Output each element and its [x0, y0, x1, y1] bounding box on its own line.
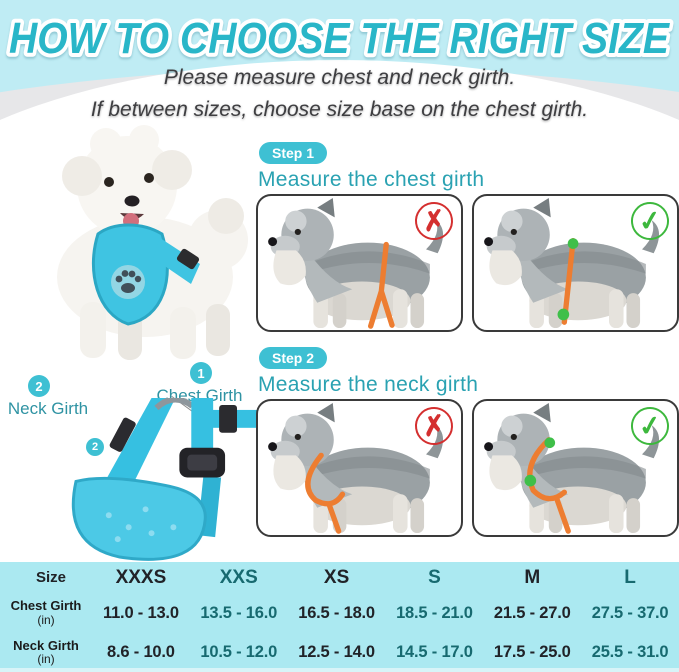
dog-photo-step2-right: [484, 402, 660, 534]
chest-girth-row-unit: (in): [37, 612, 55, 627]
neck-girth-number-badge: 2: [28, 375, 50, 397]
size-column-m: M: [524, 566, 541, 588]
neck-value-xxs: 10.5 - 12.0: [200, 643, 278, 661]
table-bottom-strip: [0, 668, 679, 672]
dog-photo-step1-right: [484, 197, 660, 329]
chest-value-m: 21.5 - 27.0: [493, 603, 571, 622]
neck-value-l: 25.5 - 31.0: [591, 643, 669, 661]
neck-value-s: 14.5 - 17.0: [396, 643, 473, 661]
neck-girth-row-title: Neck Girth: [13, 637, 79, 653]
page-title: HOW TO CHOOSE THE RIGHT SIZE: [9, 14, 670, 63]
neck-value-xxxs: 8.6 - 10.0: [107, 643, 175, 661]
step1-badge: Step 1: [259, 142, 328, 164]
chest-value-s: 18.5 - 21.0: [396, 603, 473, 622]
page-title-graphic: HOW TO CHOOSE THE RIGHT SIZE: [5, 10, 674, 67]
chest-value-l: 27.5 - 37.0: [591, 603, 669, 622]
step2-heading: Measure the neck girth: [258, 373, 479, 396]
chest-girth-number-badge: 1: [190, 362, 212, 384]
neck-value-xs: 12.5 - 14.0: [298, 643, 375, 661]
step2-badge: Step 2: [259, 347, 328, 369]
harness-product-photo: [71, 398, 258, 561]
dog-photo-step2-wrong: [268, 402, 444, 534]
size-table: Size XXXS XXS XS S M L Chest Girth (in) …: [0, 562, 679, 672]
step1-heading: Measure the chest girth: [258, 168, 485, 191]
subtitle-line-2: If between sizes, choose size base on th…: [90, 98, 589, 121]
step1-cards: ✗: [256, 194, 679, 332]
step1-wrong-card: ✗: [256, 194, 463, 332]
size-column-xs: XS: [323, 566, 350, 588]
dog-photo-step1-wrong: [268, 197, 444, 329]
size-column-xxs: XXS: [219, 566, 258, 588]
chest-value-xs: 16.5 - 18.0: [298, 603, 375, 622]
dog-wearing-harness-photo: [57, 125, 248, 360]
step1-right-card: ✓: [472, 194, 679, 332]
chest-girth-row-label: Chest Girth (in): [0, 598, 92, 627]
neck-strap-marker: 2: [86, 438, 104, 456]
neck-girth-label: Neck Girth: [7, 399, 89, 418]
neck-value-m: 17.5 - 25.0: [493, 643, 571, 661]
step2-cards: ✗: [256, 399, 679, 537]
step2-right-card: ✓: [472, 399, 679, 537]
step2-wrong-card: ✗: [256, 399, 463, 537]
chest-value-xxxs: 11.0 - 13.0: [103, 603, 179, 622]
chest-value-xxs: 13.5 - 16.0: [200, 603, 278, 622]
size-column-s: S: [428, 566, 441, 588]
neck-girth-row-label: Neck Girth (in): [0, 637, 92, 667]
size-column-xxxs: XXXS: [115, 566, 167, 588]
size-column-l: L: [624, 566, 636, 588]
subtitle-line-1: Please measure chest and neck girth.: [163, 66, 516, 89]
chest-girth-row-title: Chest Girth: [10, 598, 82, 614]
size-table-header-size: Size: [35, 569, 66, 586]
neck-girth-row-unit: (in): [37, 652, 55, 667]
